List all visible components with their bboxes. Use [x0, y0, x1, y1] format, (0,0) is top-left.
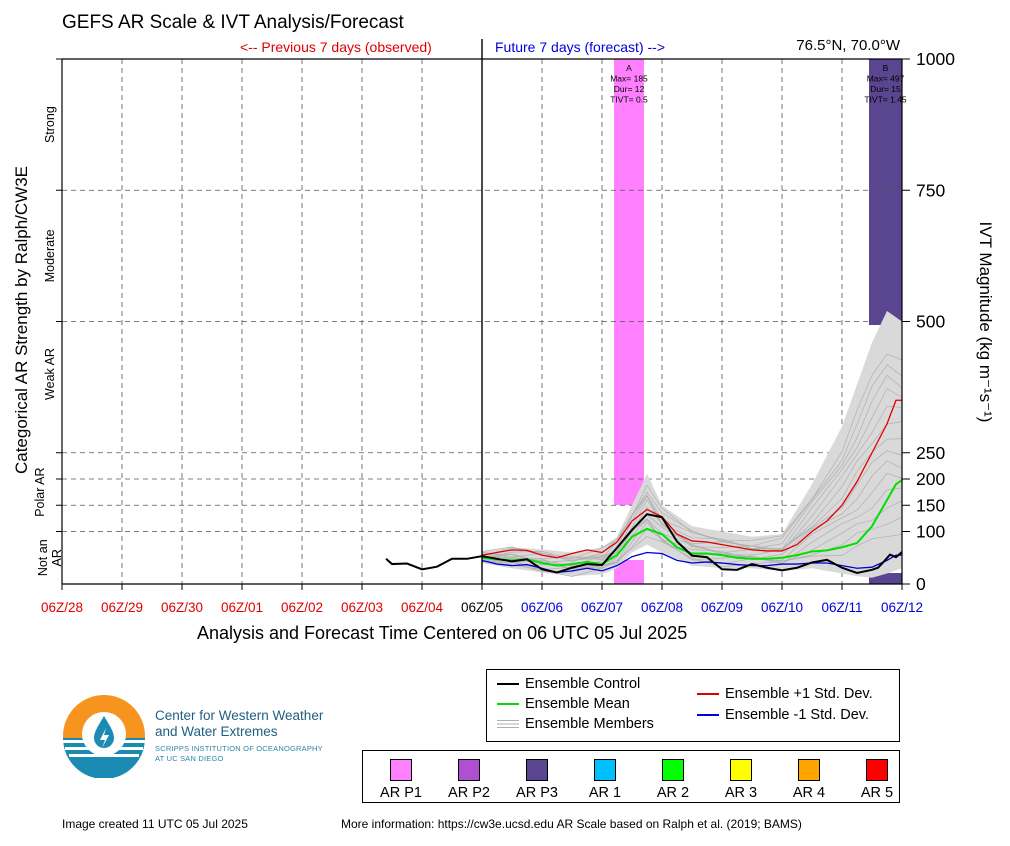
ar-scale-label: AR 5 — [860, 785, 894, 801]
ar-scale-swatch — [730, 759, 752, 781]
legend-mean: Ensemble Mean — [497, 696, 630, 712]
x-tick-label: 06Z/11 — [821, 600, 862, 615]
ensemble-member-line — [481, 438, 903, 566]
ensemble-members-band — [482, 311, 902, 578]
ar-event-label-B: Max= 497 — [867, 74, 905, 84]
ar-scale-label: AR P1 — [380, 785, 422, 801]
ar-scale-item: AR 2 — [641, 759, 705, 801]
ar-scale-swatch — [594, 759, 616, 781]
x-tick-label: 06Z/08 — [641, 600, 683, 615]
category-label: Not an — [36, 539, 50, 576]
previous-days-label: <-- Previous 7 days (observed) — [240, 39, 432, 55]
future-days-label: Future 7 days (forecast) --> — [495, 39, 666, 55]
x-tick-label: 06Z/06 — [521, 600, 563, 615]
ar-scale-item: AR P2 — [437, 759, 501, 801]
coordinates-label: 76.5°N, 70.0°W — [796, 37, 900, 54]
plus-sd-line — [481, 399, 902, 559]
left-axis-title: Categorical AR Strength by Ralph/CW3E — [12, 165, 31, 475]
ar-scale-item: AR 4 — [777, 759, 841, 801]
x-tick-label: 06Z/28 — [41, 600, 83, 615]
ar-event-band-B — [869, 59, 902, 325]
image-created-label: Image created 11 UTC 05 Jul 2025 — [62, 817, 248, 831]
control-line — [385, 513, 903, 575]
legend-members: Ensemble Members — [497, 716, 654, 732]
ar-scale-label: AR 1 — [588, 785, 622, 801]
logo-title: Center for Western Weather and Water Ext… — [155, 708, 324, 739]
category-label: Strong — [43, 106, 57, 143]
y-tick-label: 0 — [916, 574, 926, 594]
cw3e-logo-icon — [63, 695, 145, 778]
more-info-label: More information: https://cw3e.ucsd.edu … — [341, 817, 802, 831]
y-tick-label: 250 — [916, 443, 945, 463]
ar-scale-item: AR 1 — [573, 759, 637, 801]
x-tick-label: 06Z/30 — [161, 600, 203, 615]
series-legend: Ensemble Control Ensemble Mean Ensemble … — [486, 669, 900, 742]
x-tick-label: 06Z/09 — [701, 600, 743, 615]
right-axis-title: IVT Magnitude (kg m⁻¹s⁻¹) — [976, 221, 995, 423]
ar-scale-label: AR P2 — [448, 785, 490, 801]
category-label: Polar AR — [33, 467, 47, 516]
y-tick-label: 1000 — [916, 49, 955, 69]
ar-scale-label: AR P3 — [516, 785, 558, 801]
ar-event-label-A: Dur= 12 — [614, 84, 645, 94]
ar-event-label-B: B — [883, 63, 889, 73]
x-tick-label: 06Z/07 — [581, 600, 623, 615]
ar-scale-swatch — [866, 759, 888, 781]
ensemble-member-line — [481, 472, 903, 570]
y-tick-label: 200 — [916, 469, 945, 489]
chart-title: GEFS AR Scale & IVT Analysis/Forecast — [62, 12, 404, 33]
ensemble-member-line — [481, 450, 903, 570]
x-axis-title: Analysis and Forecast Time Centered on 0… — [197, 623, 688, 643]
logo-subtitle: SCRIPPS INSTITUTION OF OCEANOGRAPHY AT U… — [155, 744, 323, 763]
legend-control: Ensemble Control — [497, 676, 640, 692]
ar-event-label-B: TIVT= 1.45 — [864, 95, 907, 105]
y-tick-label: 100 — [916, 522, 945, 542]
ar-scale-swatch — [458, 759, 480, 781]
category-label: AR — [50, 549, 64, 566]
ar-scale-legend: AR P1 AR P2 AR P3 AR 1 AR 2 AR 3 AR 4 AR 5 — [362, 750, 900, 803]
ar-event-label-A: A — [626, 63, 632, 73]
legend-plus-sd: Ensemble +1 Std. Dev. — [697, 686, 873, 702]
ar-event-label-B: Dur= 15 — [870, 84, 901, 94]
ar-scale-swatch — [390, 759, 412, 781]
ensemble-member-line — [481, 364, 903, 562]
ensemble-member-line — [481, 533, 903, 577]
y-tick-label: 750 — [916, 180, 945, 200]
ar-scale-swatch — [526, 759, 548, 781]
ar-scale-label: AR 3 — [724, 785, 758, 801]
category-label: Moderate — [43, 229, 57, 282]
legend-minus-sd: Ensemble -1 Std. Dev. — [697, 707, 869, 723]
ar-scale-label: AR 2 — [656, 785, 690, 801]
x-tick-label: 06Z/03 — [341, 600, 383, 615]
x-tick-label: 06Z/04 — [401, 600, 444, 615]
ar-scale-item: AR 5 — [845, 759, 909, 801]
ar-scale-item: AR P3 — [505, 759, 569, 801]
ar-scale-swatch — [662, 759, 684, 781]
ar-event-label-A: TIVT= 0.5 — [610, 95, 648, 105]
y-tick-label: 150 — [916, 495, 945, 515]
ar-event-band-A — [614, 59, 644, 505]
mean-line — [481, 479, 903, 567]
ar-scale-item: AR 3 — [709, 759, 773, 801]
ensemble-member-line — [481, 405, 903, 560]
x-tick-label: 06Z/02 — [281, 600, 323, 615]
x-tick-label: 06Z/12 — [881, 600, 923, 615]
x-tick-label: 06Z/10 — [761, 600, 803, 615]
ar-event-foot-B — [869, 573, 902, 584]
ensemble-member-line — [481, 353, 903, 560]
y-tick-label: 500 — [916, 312, 945, 332]
x-tick-label: 06Z/01 — [221, 600, 263, 615]
ar-event-label-A: Max= 185 — [610, 74, 648, 84]
ar-scale-item: AR P1 — [369, 759, 433, 801]
ar-scale-label: AR 4 — [792, 785, 826, 801]
ensemble-member-line — [481, 388, 903, 560]
x-tick-label: 06Z/05 — [461, 600, 503, 615]
ar-scale-swatch — [798, 759, 820, 781]
x-tick-label: 06Z/29 — [101, 600, 143, 615]
category-label: Weak AR — [43, 348, 57, 400]
